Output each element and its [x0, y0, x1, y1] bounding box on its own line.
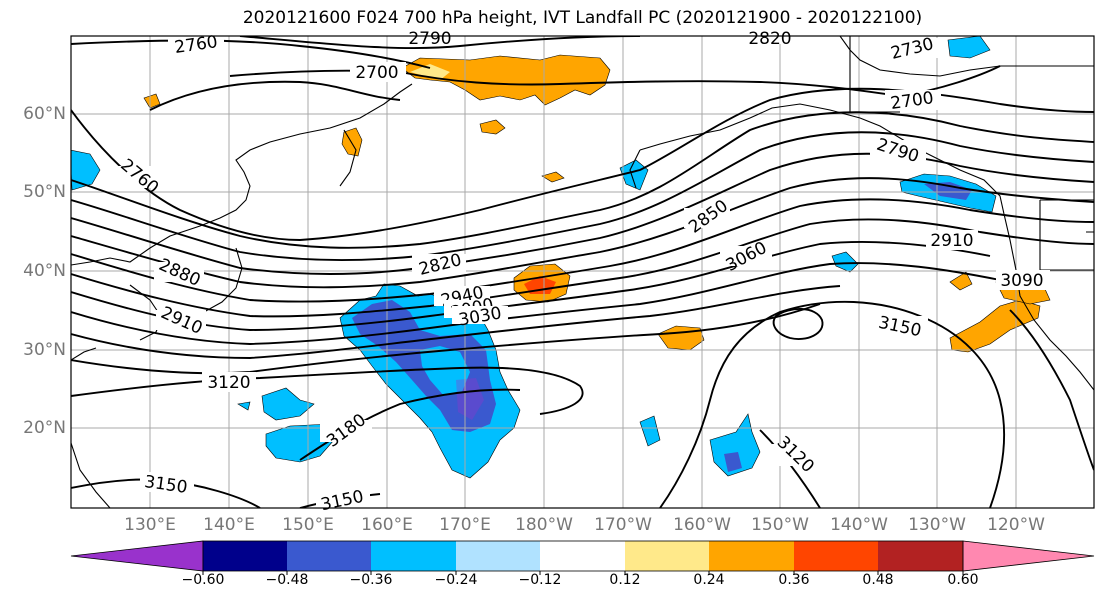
- colorbar-tick-label: 0.36: [778, 572, 810, 588]
- lon-label: 150°E: [282, 515, 334, 535]
- contour-label: 2820: [748, 29, 791, 49]
- map-title: 2020121600 F024 700 hPa height, IVT Land…: [242, 8, 923, 28]
- lon-label: 140°W: [830, 515, 888, 535]
- contour-labels: 2760 2790 2820 2700 2730 2700 2760 2790 …: [116, 29, 1050, 515]
- lon-label: 120°W: [987, 515, 1045, 535]
- colorbar-tick-label: −0.24: [434, 572, 478, 588]
- contour-label: 2790: [408, 29, 451, 49]
- lat-label-50n: 50°N: [23, 182, 66, 202]
- colorbar-extend-max: [962, 540, 1095, 572]
- contour-label: 3090: [1000, 271, 1043, 291]
- lon-label: 130°W: [908, 515, 966, 535]
- colorbar-tick-label: 0.60: [947, 572, 979, 588]
- colorbar-tick-label: −0.12: [518, 572, 562, 588]
- coastlines: [71, 36, 1094, 508]
- map-frame: [70, 35, 1095, 509]
- contour-label: 3150: [319, 487, 365, 516]
- lon-label: 180°W: [515, 515, 573, 535]
- graticule: [71, 36, 1094, 508]
- lat-label-40n: 40°N: [23, 261, 66, 281]
- contour-label: 2790: [874, 135, 921, 167]
- contour-label: 3180: [323, 410, 370, 452]
- lat-label-30n: 30°N: [23, 340, 66, 360]
- colorbar-tick-label: −0.60: [181, 572, 225, 588]
- lon-label: 140°E: [203, 515, 255, 535]
- lon-label: 160°E: [361, 515, 413, 535]
- lon-label: 160°W: [673, 515, 731, 535]
- colorbar-tick-label: 0.24: [693, 572, 725, 588]
- positive-pc-region: [401, 54, 611, 106]
- contour-label: 2910: [930, 231, 973, 251]
- colorbar-tick-label: 0.12: [609, 572, 641, 588]
- lon-label: 170°W: [594, 515, 652, 535]
- colorbar-tick-label: −0.48: [265, 572, 309, 588]
- contour-label: 3120: [207, 373, 250, 393]
- lon-label: 170°E: [439, 515, 491, 535]
- colorbar-tick-label: −0.36: [349, 572, 393, 588]
- contour-label: 2700: [355, 63, 398, 83]
- lat-label-60n: 60°N: [23, 104, 66, 124]
- height-contours: [71, 36, 1094, 508]
- colorbar-extend-min: [70, 540, 204, 572]
- colorbar: [70, 540, 1095, 575]
- contour-label: 2910: [158, 303, 206, 339]
- lon-label: 150°W: [751, 515, 809, 535]
- colorbar-tick-label: 0.48: [862, 572, 894, 588]
- lon-label: 130°E: [124, 515, 176, 535]
- lat-label-20n: 20°N: [23, 418, 66, 438]
